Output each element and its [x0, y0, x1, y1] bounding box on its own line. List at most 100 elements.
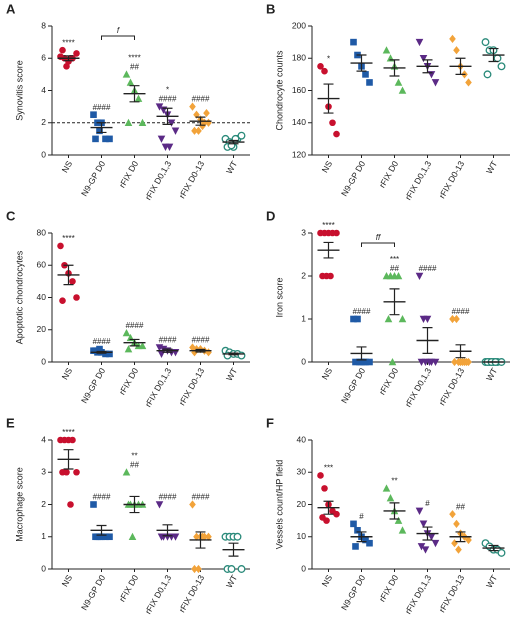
- point: [128, 532, 137, 541]
- point: [92, 135, 99, 143]
- point: [427, 533, 436, 541]
- x-tick-label: rFIX D0: [377, 573, 400, 604]
- y-tick-label: 2: [301, 270, 306, 280]
- y-tick-label: 1: [301, 313, 306, 323]
- sem-bar: [63, 55, 74, 62]
- x-tick-label: WT: [224, 573, 239, 589]
- point: [106, 135, 113, 143]
- point: [366, 79, 373, 86]
- point: [388, 358, 397, 366]
- point: [321, 67, 328, 75]
- significance-label: ****: [62, 234, 74, 243]
- x-tick-label: WT: [224, 366, 239, 382]
- point: [327, 272, 334, 280]
- y-axis-label: Vessels count/HP field: [274, 460, 284, 549]
- point: [92, 347, 99, 355]
- x-tick-label: NS: [320, 573, 335, 589]
- significance-label: ####: [159, 336, 177, 345]
- x-tick-label: rFIX D0: [117, 366, 140, 397]
- significance-label: #: [359, 512, 364, 521]
- point: [189, 500, 196, 509]
- point: [96, 345, 103, 353]
- x-tick-label: rFIX D0,1,3: [143, 159, 174, 202]
- point: [421, 546, 430, 554]
- point: [333, 130, 340, 138]
- point: [157, 135, 166, 143]
- point: [384, 315, 393, 323]
- point: [205, 532, 212, 541]
- point: [155, 501, 164, 509]
- point: [350, 520, 357, 528]
- point: [237, 565, 246, 573]
- sem-bar: [195, 348, 206, 353]
- sem-bar: [129, 85, 140, 103]
- point: [205, 348, 212, 357]
- significance-label: ####: [159, 493, 177, 502]
- y-tick-label: 80: [37, 227, 47, 237]
- point: [138, 341, 147, 350]
- comparison-bracket: [101, 35, 135, 40]
- point: [191, 348, 198, 357]
- point: [455, 357, 462, 367]
- y-tick-label: 3: [301, 227, 306, 237]
- point: [465, 535, 472, 545]
- y-tick-label: 140: [292, 117, 306, 127]
- sem-bar: [389, 59, 400, 77]
- point: [155, 103, 164, 111]
- point: [354, 527, 361, 534]
- y-tick-label: 200: [292, 20, 306, 30]
- significance-label: ##: [130, 460, 139, 469]
- x-tick-label: rFIX D0: [377, 366, 400, 397]
- point: [463, 357, 470, 367]
- x-tick-label: N9-GP D0: [339, 366, 367, 405]
- point: [122, 70, 131, 78]
- x-tick-label: rFIX D0-13: [437, 159, 467, 200]
- sem-bar: [228, 139, 239, 145]
- sem-bar: [488, 47, 499, 63]
- point: [227, 565, 236, 573]
- sem-bar: [356, 346, 367, 361]
- point: [483, 70, 492, 79]
- point: [352, 543, 359, 550]
- point: [171, 533, 180, 541]
- y-tick-label: 0: [41, 149, 46, 159]
- y-tick-label: 6: [41, 53, 46, 63]
- point: [63, 468, 70, 476]
- point: [73, 50, 80, 57]
- point: [431, 79, 440, 87]
- significance-label: ****: [128, 53, 140, 62]
- y-axis-label: Synovitis score: [14, 60, 24, 121]
- x-tick-label: NS: [60, 573, 75, 589]
- point: [431, 539, 440, 548]
- significance-label: ####: [192, 493, 210, 502]
- point: [386, 494, 395, 502]
- point: [237, 131, 246, 140]
- point: [134, 94, 143, 102]
- sem-bar: [129, 495, 140, 514]
- point: [73, 468, 80, 476]
- point: [362, 71, 369, 78]
- sem-bar: [323, 83, 334, 114]
- point: [451, 357, 458, 367]
- significance-label: ##: [130, 62, 139, 71]
- point: [366, 539, 373, 547]
- point: [165, 143, 174, 151]
- panel-letter: C: [6, 208, 16, 223]
- point: [398, 315, 407, 323]
- point: [394, 272, 403, 280]
- point: [167, 119, 176, 127]
- point: [453, 314, 460, 324]
- point: [493, 54, 502, 63]
- significance-label: ####: [93, 103, 111, 112]
- point: [171, 127, 180, 135]
- sem-bar: [162, 107, 173, 125]
- point: [449, 314, 456, 324]
- point: [415, 507, 424, 515]
- point: [195, 564, 202, 574]
- x-tick-label: WT: [484, 366, 499, 382]
- sem-bar: [162, 524, 173, 537]
- y-tick-label: 160: [292, 85, 306, 95]
- point: [419, 54, 428, 63]
- point: [193, 532, 200, 541]
- significance-label: ####: [159, 95, 177, 104]
